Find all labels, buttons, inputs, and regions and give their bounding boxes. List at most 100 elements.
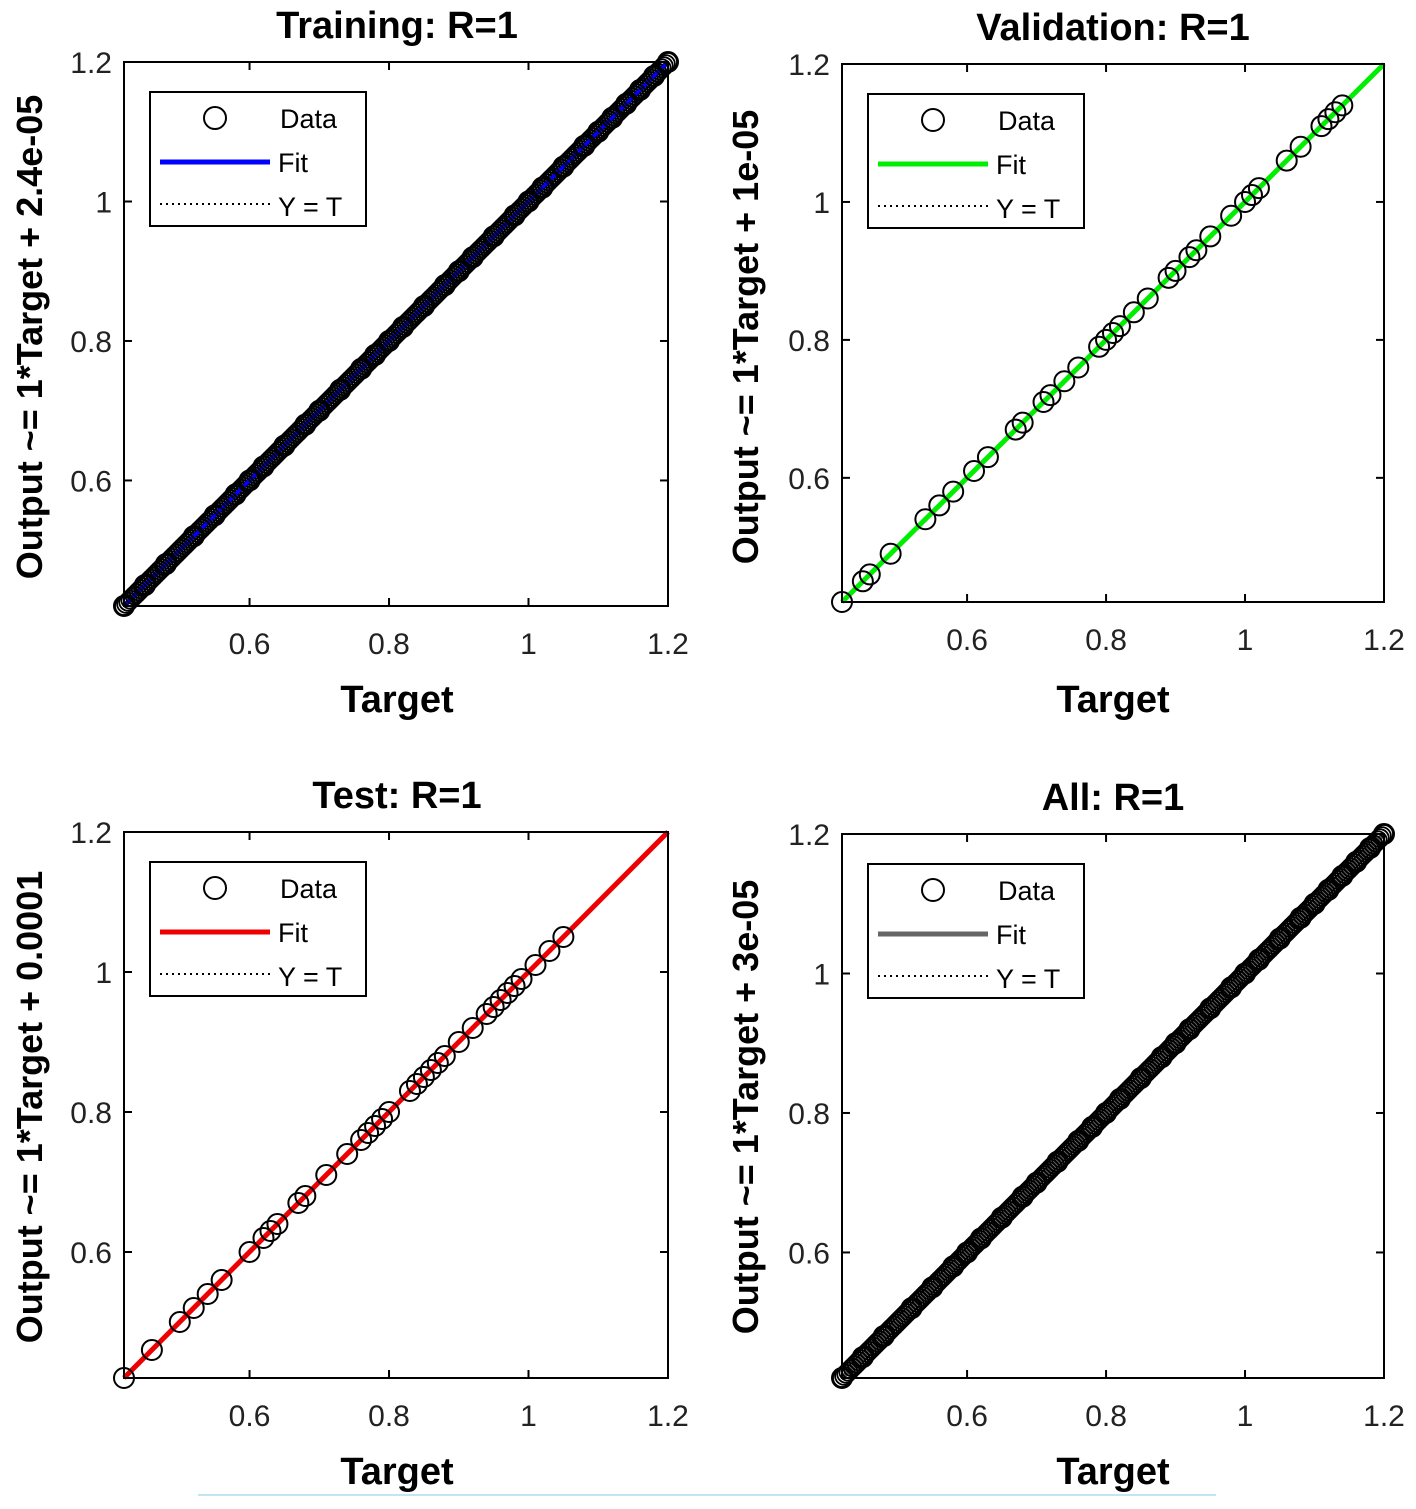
data-point: [651, 58, 672, 79]
data-point: [1317, 108, 1340, 131]
data-point: [203, 504, 226, 527]
data-point: [872, 1325, 895, 1348]
data-point: [287, 1192, 310, 1214]
data-point: [1345, 850, 1368, 873]
data-point: [364, 343, 387, 366]
data-point: [1129, 1067, 1152, 1090]
data-point: [928, 494, 951, 517]
data-point: [412, 295, 435, 318]
chart-title: All: R=1: [1042, 777, 1185, 819]
panel-training: Training: R=1 Target Output ~= 1*Target …: [9, 5, 689, 721]
data-point: [1220, 976, 1243, 999]
data-point: [496, 982, 519, 1004]
data-point: [196, 1283, 219, 1305]
data-point: [447, 260, 470, 283]
data-point: [182, 1297, 205, 1319]
x-tick-label: 0.8: [368, 1400, 410, 1433]
data-point: [1178, 1018, 1201, 1041]
data-point: [1199, 225, 1222, 248]
data-point: [1053, 370, 1076, 393]
x-tick-label: 1.2: [647, 1400, 689, 1433]
x-tick-label: 0.8: [1085, 624, 1127, 657]
y-tick-label: 0.6: [70, 465, 112, 498]
data-point: [969, 1227, 992, 1250]
data-point: [1303, 892, 1326, 915]
data-point: [1088, 335, 1111, 358]
x-tick-label: 0.6: [946, 624, 988, 657]
legend-data-marker: [203, 876, 227, 900]
y-tick-label: 0.8: [70, 326, 112, 359]
legend-label: Fit: [278, 918, 308, 948]
data-point: [524, 954, 547, 976]
data-point: [1046, 1150, 1069, 1173]
data-point: [552, 926, 575, 948]
data-point: [350, 1129, 373, 1151]
data-point: [357, 1122, 380, 1144]
data-point: [1289, 135, 1312, 158]
data-point: [956, 1241, 979, 1264]
data-point: [1220, 204, 1243, 227]
data-point: [1067, 356, 1090, 379]
y-tick-label: 0.6: [788, 1237, 830, 1270]
data-point: [238, 1241, 261, 1263]
y-tick-label: 1.2: [788, 819, 830, 852]
data-point: [990, 1206, 1013, 1229]
data-point: [1289, 906, 1312, 929]
legend-label: Data: [998, 876, 1056, 906]
data-point: [1268, 927, 1291, 950]
data-point: [329, 378, 352, 401]
data-point: [405, 1073, 428, 1095]
data-point: [336, 1143, 359, 1165]
data-point: [140, 1339, 163, 1361]
legend-data-marker: [203, 106, 227, 130]
data-point: [858, 563, 881, 586]
y-axis-label: Output ~= 1*Target + 0.0001: [9, 871, 50, 1344]
data-point: [447, 1031, 470, 1053]
y-tick-label: 1.2: [70, 817, 112, 850]
data-point: [294, 413, 317, 436]
x-tick-label: 1: [1237, 1400, 1254, 1433]
data-point: [489, 989, 512, 1011]
data-point: [266, 1213, 289, 1235]
data-point: [601, 106, 624, 129]
x-tick-label: 0.8: [368, 628, 410, 661]
x-axis-label: Target: [1056, 1451, 1170, 1493]
data-point: [1367, 830, 1388, 851]
data-point: [503, 975, 526, 997]
data-point: [1157, 266, 1180, 289]
data-point: [133, 574, 156, 597]
data-point: [976, 446, 999, 469]
data-point: [433, 274, 456, 297]
data-point: [1359, 836, 1382, 859]
data-point: [461, 1017, 484, 1039]
legend-label: Fit: [278, 148, 308, 178]
data-point: [294, 1185, 317, 1207]
data-point: [1095, 328, 1118, 351]
data-point: [1317, 878, 1340, 901]
data-point: [308, 399, 331, 422]
data-point: [573, 134, 596, 157]
data-point: [252, 1227, 275, 1249]
data-point: [1234, 190, 1257, 213]
legend-label: Y = T: [278, 192, 342, 222]
panel-test: Test: R=1 Target Output ~= 1*Target + 0.…: [9, 775, 689, 1493]
data-point: [921, 1276, 944, 1299]
x-tick-label: 1: [520, 1400, 537, 1433]
data-point: [371, 1108, 394, 1130]
panel-validation: Validation: R=1 Target Output ~= 1*Targe…: [725, 7, 1405, 721]
data-point: [879, 542, 902, 565]
data-point: [1331, 864, 1354, 887]
data-point: [1067, 1129, 1090, 1152]
x-axis-label: Target: [1056, 679, 1170, 721]
data-point: [552, 155, 575, 178]
data-point: [252, 455, 275, 478]
data-point: [475, 1003, 498, 1025]
data-point: [1234, 962, 1257, 985]
data-point: [1164, 1032, 1187, 1055]
y-axis-label: Output ~= 1*Target + 3e-05: [725, 880, 766, 1334]
data-point: [482, 225, 505, 248]
legend: Data Fit Y = T: [149, 861, 367, 997]
axes-frame: [841, 63, 1385, 603]
x-tick-label: 1: [1237, 624, 1254, 657]
